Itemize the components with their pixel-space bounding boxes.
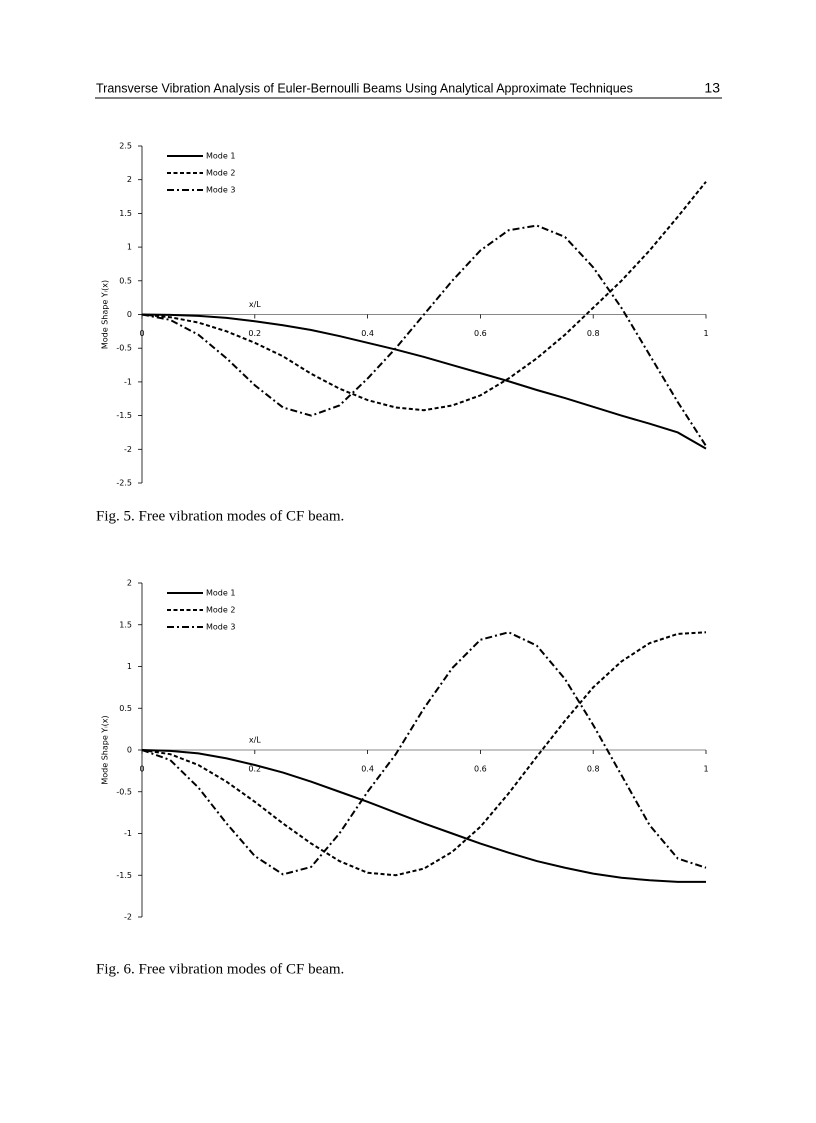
- y-tick-label: 1: [127, 662, 132, 671]
- running-header: Transverse Vibration Analysis of Euler-B…: [96, 81, 633, 95]
- mode-line: [141, 181, 707, 412]
- mode-line: [141, 631, 707, 877]
- y-tick-label: 2.5: [119, 142, 132, 151]
- y-tick-label: 0.5: [119, 276, 132, 285]
- y-tick-label: 0.5: [119, 704, 132, 713]
- mode-line: [141, 749, 706, 883]
- mode-line: [141, 313, 707, 450]
- y-tick-label: 0: [127, 746, 132, 755]
- y-tick-label: -1: [124, 829, 132, 838]
- y-tick-label: -1.5: [116, 871, 132, 880]
- y-tick-label: -0.5: [116, 787, 132, 796]
- mode-line: [141, 224, 707, 447]
- y-tick-label: -1.5: [116, 411, 132, 420]
- y-tick-label: 1.5: [119, 620, 132, 629]
- y-axis-label: Mode Shape Yᵢ(x): [101, 715, 110, 784]
- y-tick-label: -1: [124, 377, 132, 386]
- y-tick-label: -2: [124, 913, 132, 922]
- x-tick-label: 1: [703, 765, 708, 774]
- y-tick-label: 1: [127, 243, 132, 252]
- x-tick-label: 0.2: [248, 765, 261, 774]
- x-tick-label: 0.2: [248, 329, 261, 338]
- legend-label: Mode 3: [206, 623, 235, 632]
- figure-caption: Fig. 6. Free vibration modes of CF beam.: [96, 961, 344, 977]
- legend-label: Mode 1: [206, 152, 235, 161]
- x-tick-label: 0.8: [587, 329, 600, 338]
- x-tick-label: 0.8: [587, 765, 600, 774]
- y-tick-label: 2: [127, 175, 132, 184]
- mode-line: [141, 631, 707, 876]
- legend-label: Mode 1: [206, 589, 235, 598]
- x-tick-label: 0: [139, 765, 144, 774]
- x-tick-label: 0.6: [474, 329, 487, 338]
- y-axis-label: Mode Shape Yᵢ(x): [101, 280, 110, 349]
- x-tick-label: 0.6: [474, 765, 487, 774]
- page-number: 13: [704, 80, 720, 96]
- y-tick-label: -0.5: [116, 344, 132, 353]
- x-axis-label: x/L: [249, 736, 261, 745]
- legend-label: Mode 3: [206, 186, 235, 195]
- y-tick-label: 2: [127, 579, 132, 588]
- legend-label: Mode 2: [206, 169, 235, 178]
- legend-label: Mode 2: [206, 606, 235, 615]
- x-axis-label: x/L: [249, 300, 261, 309]
- y-tick-label: -2.5: [116, 479, 132, 488]
- x-tick-label: 0.4: [361, 765, 374, 774]
- x-tick-label: 0.4: [361, 329, 374, 338]
- y-tick-label: -2: [124, 445, 132, 454]
- y-tick-label: 0: [127, 310, 132, 319]
- y-tick-label: 1.5: [119, 209, 132, 218]
- x-tick-label: 1: [703, 329, 708, 338]
- x-tick-label: 0: [139, 329, 144, 338]
- figure-caption: Fig. 5. Free vibration modes of CF beam.: [96, 508, 344, 524]
